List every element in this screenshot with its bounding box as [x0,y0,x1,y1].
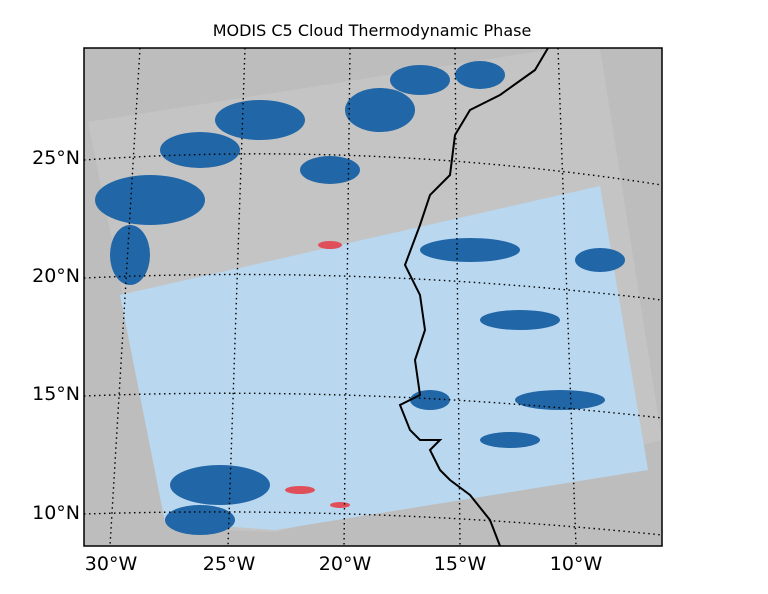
lat-label: 25°N [32,147,80,169]
frame [83,47,663,547]
lon-label: 30°W [85,553,138,575]
ice-clouds [95,61,625,535]
lon-label: 15°W [434,553,487,575]
lon-label: 25°W [203,553,256,575]
coastline [398,47,549,547]
lat-label: 10°N [32,502,80,524]
lon-label: 20°W [319,553,372,575]
lat-labels: 25°N 20°N 15°N 10°N [32,147,80,524]
lon-label: 10°W [550,553,603,575]
lon-labels: 30°W 25°W 20°W 15°W 10°W [85,553,603,575]
lat-label: 15°N [32,383,80,405]
map-area [83,47,663,547]
map-title: MODIS C5 Cloud Thermodynamic Phase [213,21,532,40]
lat-label: 20°N [32,265,80,287]
graticule [83,47,663,547]
